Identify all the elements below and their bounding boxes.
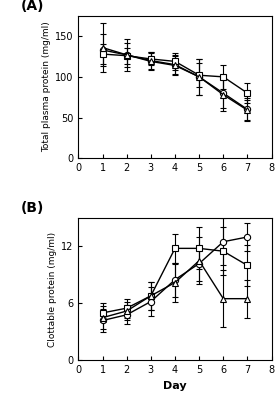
X-axis label: Day: Day [163,381,187,391]
Y-axis label: Clottable protein (mg/ml): Clottable protein (mg/ml) [48,232,57,347]
Y-axis label: Total plasma protein (mg/ml): Total plasma protein (mg/ml) [42,22,51,152]
Text: (A): (A) [20,0,44,13]
Text: (B): (B) [20,201,44,215]
